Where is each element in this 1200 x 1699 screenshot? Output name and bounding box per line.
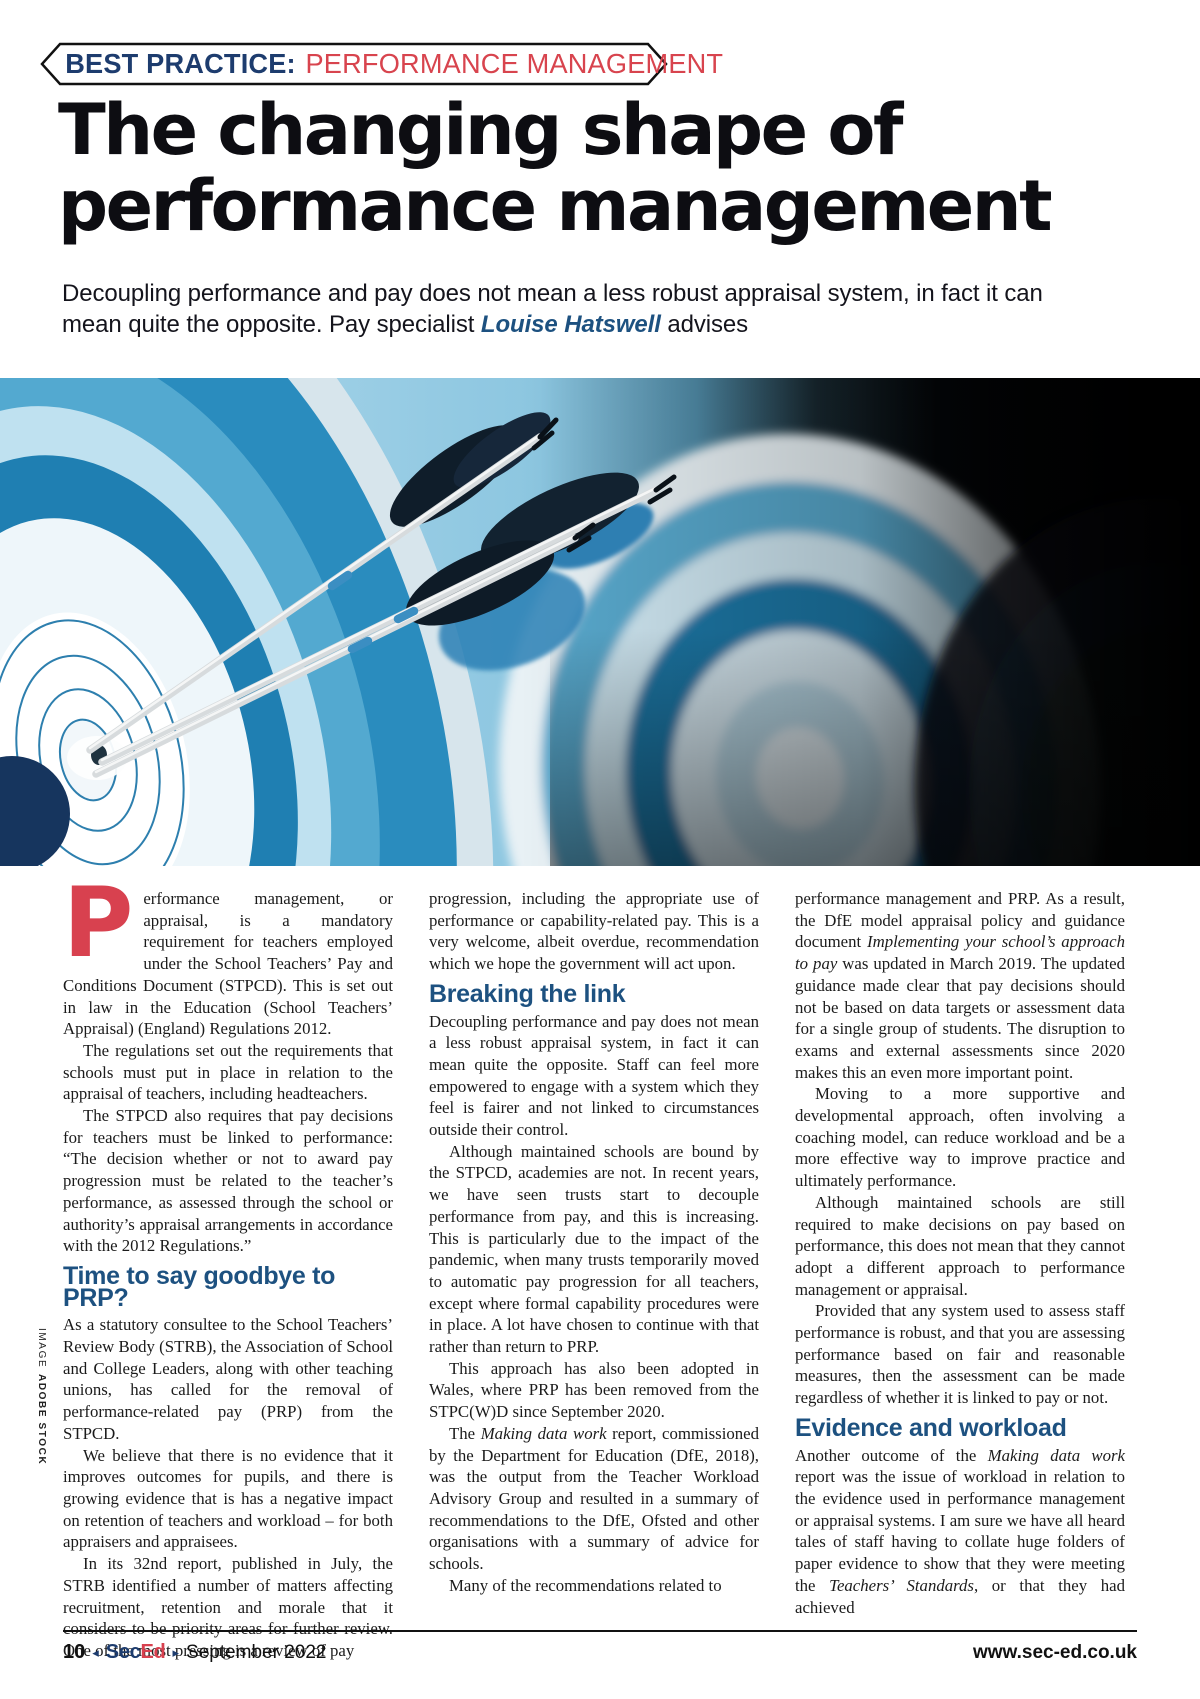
text-segment: report, commissioned by the Department f… [429, 1423, 759, 1574]
triangle-left-icon: ◂ [92, 1645, 99, 1660]
bottom-shade [550, 628, 1200, 866]
text-segment: Teachers’ Standards [829, 1575, 974, 1595]
image-credit: IMAGE ADOBE STOCK [36, 1328, 47, 1578]
footer-left: 10 ◂ SecEd ▸ September 2022 [63, 1641, 326, 1664]
standfirst: Decoupling performance and pay does not … [62, 278, 1102, 340]
corner-circle [0, 756, 70, 866]
subheading: Breaking the link [429, 979, 626, 1008]
paragraph: progression, including the appropriate u… [429, 888, 759, 975]
brand-logo: SecEd [106, 1641, 166, 1664]
image-credit-label: IMAGE [36, 1328, 47, 1369]
headline-line-1: The changing shape of [58, 89, 903, 171]
paragraph: Although maintained schools are still re… [795, 1192, 1125, 1301]
paragraph: In its 32nd report, published in July, t… [63, 1553, 393, 1662]
banner-topic: PERFORMANCE MANAGEMENT [305, 48, 724, 79]
headline-line-2: performance management [58, 165, 1053, 247]
text-segment: , or that they had achieved [795, 1575, 1125, 1617]
text-segment: As a statutory consultee to the School T… [63, 1315, 393, 1443]
text-segment: The regulations set out the requirements… [63, 1040, 393, 1104]
text-segment: Making data work [480, 1423, 607, 1443]
paragraph: Although maintained schools are bound by… [429, 1141, 759, 1358]
footer-rule [63, 1630, 1137, 1632]
brand-sec: Sec [105, 1641, 141, 1663]
banner-label: BEST PRACTICE: [65, 48, 296, 79]
banner-text: BEST PRACTICE: PERFORMANCE MANAGEMENT [40, 42, 723, 86]
section-banner: BEST PRACTICE: PERFORMANCE MANAGEMENT [40, 42, 723, 86]
triangle-right-icon: ▸ [172, 1645, 179, 1660]
text-segment: Implementing your school’s approach to p… [795, 932, 1125, 974]
brand-ed: Ed [140, 1641, 166, 1663]
text-segment: Provided that any system used to assess … [795, 1301, 1125, 1408]
text-segment: Making data work [987, 1445, 1125, 1465]
text-segment: report was the issue of workload in rela… [795, 1467, 1125, 1595]
text-segment: In its 32nd report, published in July, t… [63, 1554, 393, 1660]
issue-date: September 2022 [185, 1641, 327, 1663]
paragraph: The regulations set out the requirements… [63, 1040, 393, 1105]
paragraph: Decoupling performance and pay does not … [429, 1011, 759, 1141]
paragraph: This approach has also been adopted in W… [429, 1358, 759, 1423]
arrow-nocks [531, 417, 677, 553]
paragraph: As a statutory consultee to the School T… [63, 1314, 393, 1444]
paragraph: performance management and PRP. As a res… [795, 888, 1125, 1083]
paragraph: We believe that there is no evidence tha… [63, 1445, 393, 1554]
subheading: Time to say goodbye to PRP? [63, 1261, 336, 1312]
text-segment: was updated in March 2019. The updated g… [795, 954, 1125, 1082]
paragraph: Provided that any system used to assess … [795, 1300, 1125, 1409]
paragraph: The Making data work report, commissione… [429, 1423, 759, 1575]
website-url: www.sec-ed.co.uk [972, 1641, 1137, 1663]
paragraph: Another outcome of the Making data work … [795, 1445, 1125, 1619]
text-segment: advises [660, 311, 749, 338]
text-segment: performance management and PRP. As a res… [795, 889, 1125, 952]
footer: 10 ◂ SecEd ▸ September 2022 www.sec-ed.c… [63, 1641, 1137, 1664]
text-segment: Louise Hatswell [480, 311, 661, 338]
article-column-2: progression, including the appropriate u… [429, 888, 759, 1662]
image-credit-value: ADOBE STOCK [36, 1374, 47, 1466]
text-segment: The [449, 1423, 481, 1443]
subheading: Evidence and workload [795, 1413, 1067, 1442]
text-segment: Decoupling performance and pay does not … [429, 1011, 759, 1140]
page-title: The changing shape of performance manage… [58, 92, 1178, 244]
text-segment: Although maintained schools are still re… [795, 1192, 1125, 1299]
text-segment: Many of the recommendations related to [449, 1575, 722, 1595]
text-segment: Decoupling performance and pay does not … [62, 280, 1043, 338]
text-segment: The STPCD also requires that pay decisio… [63, 1106, 393, 1256]
page-number: 10 [63, 1641, 86, 1663]
text-segment: We believe that there is no evidence tha… [63, 1445, 393, 1552]
paragraph: Moving to a more supportive and developm… [795, 1083, 1125, 1192]
paragraph: Many of the recommendations related to [429, 1575, 759, 1597]
text-segment: Moving to a more supportive and developm… [795, 1084, 1125, 1191]
arrows [86, 412, 677, 778]
drop-cap: P [63, 867, 134, 979]
text-segment: progression, including the appropriate u… [429, 889, 759, 974]
paragraph: The STPCD also requires that pay decisio… [63, 1105, 393, 1257]
arrow-shafts [86, 433, 660, 778]
hero-illustration [0, 378, 1200, 866]
text-segment: erformance management, or appraisal, is … [63, 889, 393, 1039]
hero-image-targets-arrows [0, 378, 1200, 866]
text-segment: Although maintained schools are bound by… [429, 1141, 759, 1357]
banner-ribbon-shape [40, 42, 668, 86]
text-segment: Another outcome of the [795, 1445, 988, 1465]
article-column-3: performance management and PRP. As a res… [795, 888, 1125, 1662]
text-segment: This approach has also been adopted in W… [429, 1358, 759, 1422]
